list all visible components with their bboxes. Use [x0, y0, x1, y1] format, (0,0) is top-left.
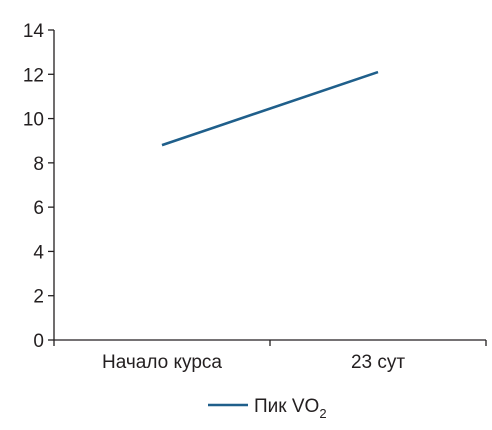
legend: Пик VO2: [208, 396, 327, 421]
y-tick-label: 4: [33, 242, 44, 263]
series-line: [161, 70, 379, 147]
y-ticks: 0 2 4 6 8 10 12 14: [23, 21, 54, 352]
legend-label: Пик VO2: [254, 396, 327, 421]
series-layer: [161, 70, 379, 147]
y-tick-label: 8: [33, 154, 44, 175]
x-ticks: Начало курса 23 сут: [53, 340, 487, 373]
y-tick-label: 14: [23, 21, 45, 42]
y-tick-label: 0: [33, 331, 44, 352]
y-tick-label: 12: [23, 65, 44, 86]
y-tick-label: 2: [33, 287, 44, 308]
x-tick-label: 23 сут: [351, 352, 405, 373]
legend-label-main: Пик VO: [254, 396, 319, 417]
legend-label-subscript: 2: [319, 406, 326, 421]
x-tick-label: Начало курса: [102, 352, 222, 373]
y-tick-label: 6: [33, 198, 44, 219]
y-tick-label: 10: [23, 110, 44, 131]
